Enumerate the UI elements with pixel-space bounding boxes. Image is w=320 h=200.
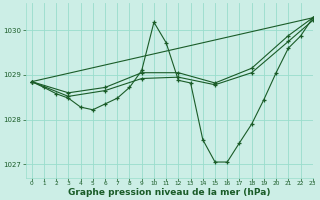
- X-axis label: Graphe pression niveau de la mer (hPa): Graphe pression niveau de la mer (hPa): [68, 188, 270, 197]
